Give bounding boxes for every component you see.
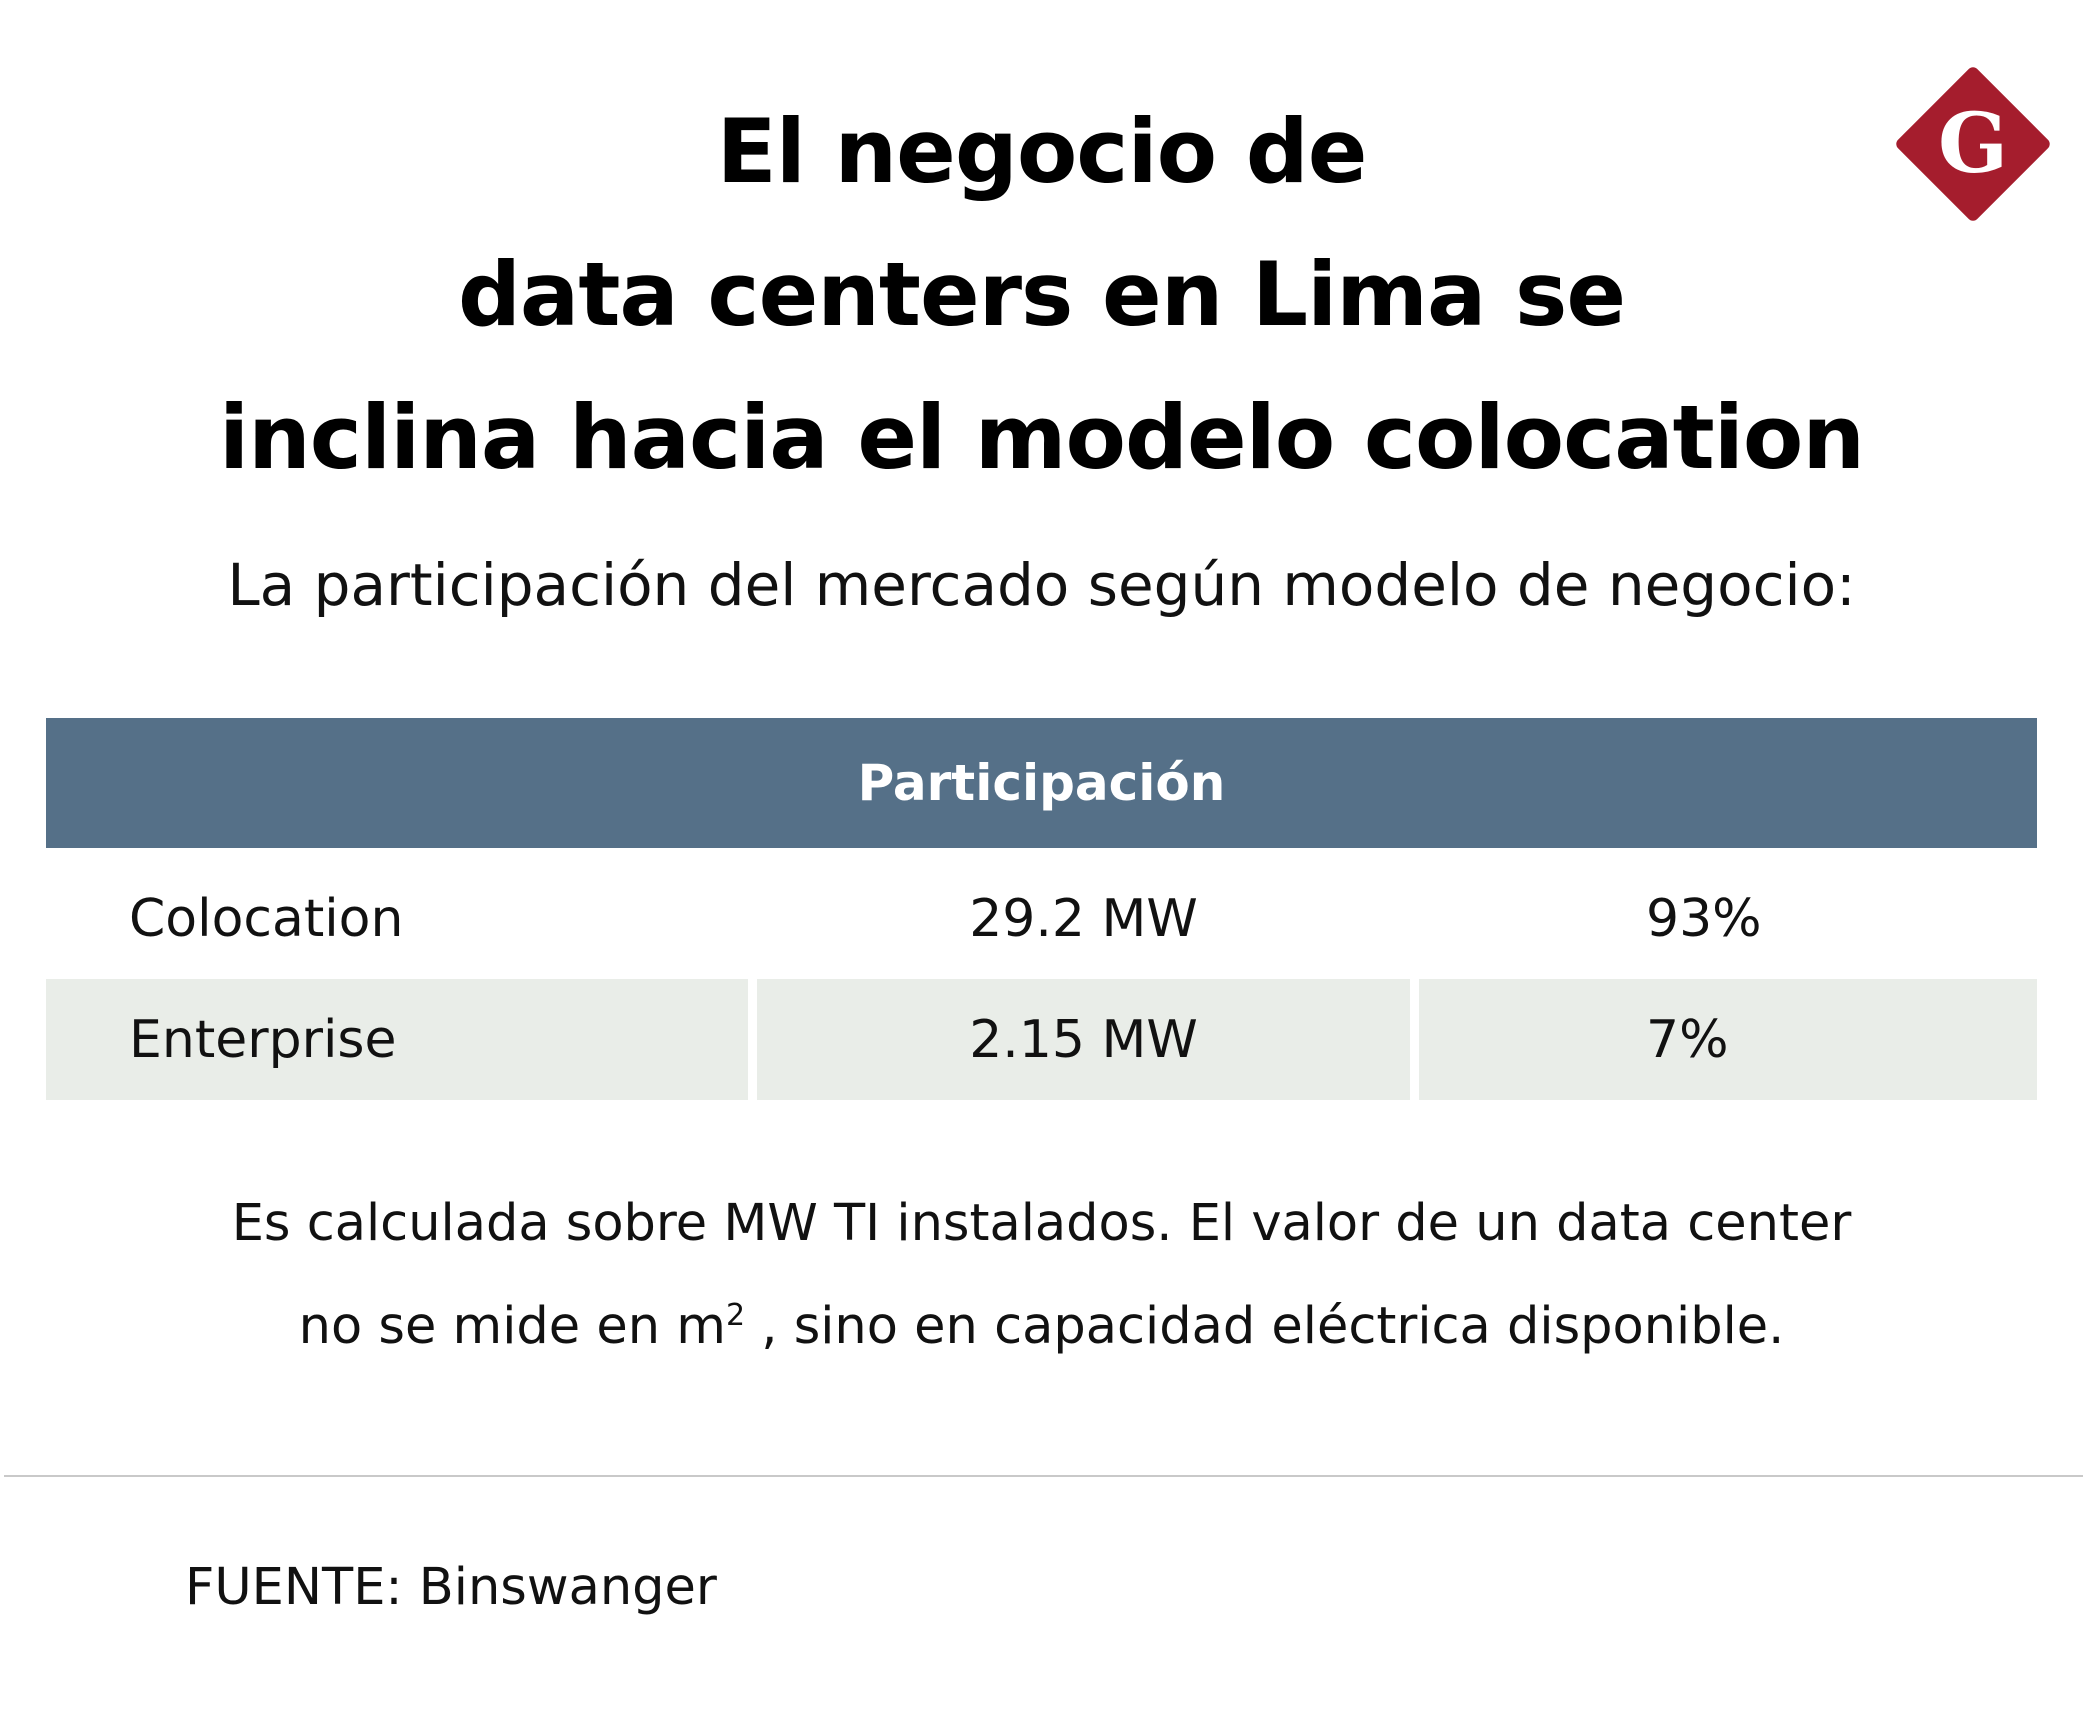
source-credit: FUENTE: Binswanger (185, 1558, 717, 1617)
table-header: Participación (46, 718, 2037, 848)
row-share: 7% (1419, 979, 2037, 1100)
table-row: Colocation 29.2 MW 93% (46, 858, 2037, 979)
row-label: Enterprise (46, 979, 748, 1100)
row-capacity: 29.2 MW (969, 888, 1198, 949)
title-line-3: inclina hacia el modelo colocation (218, 386, 1865, 489)
logo-diamond (1896, 67, 2050, 221)
footnote-superscript: 2 (725, 1298, 746, 1333)
title-line-1: El negocio de (716, 100, 1368, 203)
participation-table: Participación Colocation 29.2 MW 93% Ent… (46, 718, 2037, 1100)
chart-title: El negocio de data centers en Lima se in… (0, 80, 2083, 509)
footnote-line-2: no se mide en m2 , sino en capacidad elé… (0, 1270, 2083, 1373)
chart-subtitle: La participación del mercado según model… (227, 551, 1856, 619)
footnote-text-after: , sino en capacidad eléctrica disponible… (745, 1297, 1785, 1356)
title-line-2: data centers en Lima se (457, 243, 1626, 346)
row-capacity: 2.15 MW (757, 979, 1410, 1100)
table-row: Enterprise 2.15 MW 7% (46, 979, 2037, 1100)
row-share: 93% (1646, 888, 1762, 949)
footnote: Es calculada sobre MW TI instalados. El … (0, 1178, 2083, 1373)
footnote-line-1: Es calculada sobre MW TI instalados. El … (231, 1194, 1852, 1253)
footnote-text-before: no se mide en m (298, 1297, 726, 1356)
logo-letter: G (1938, 96, 2008, 192)
divider (4, 1475, 2083, 1477)
publication-logo: G (1896, 67, 2050, 221)
row-label: Colocation (129, 888, 404, 949)
